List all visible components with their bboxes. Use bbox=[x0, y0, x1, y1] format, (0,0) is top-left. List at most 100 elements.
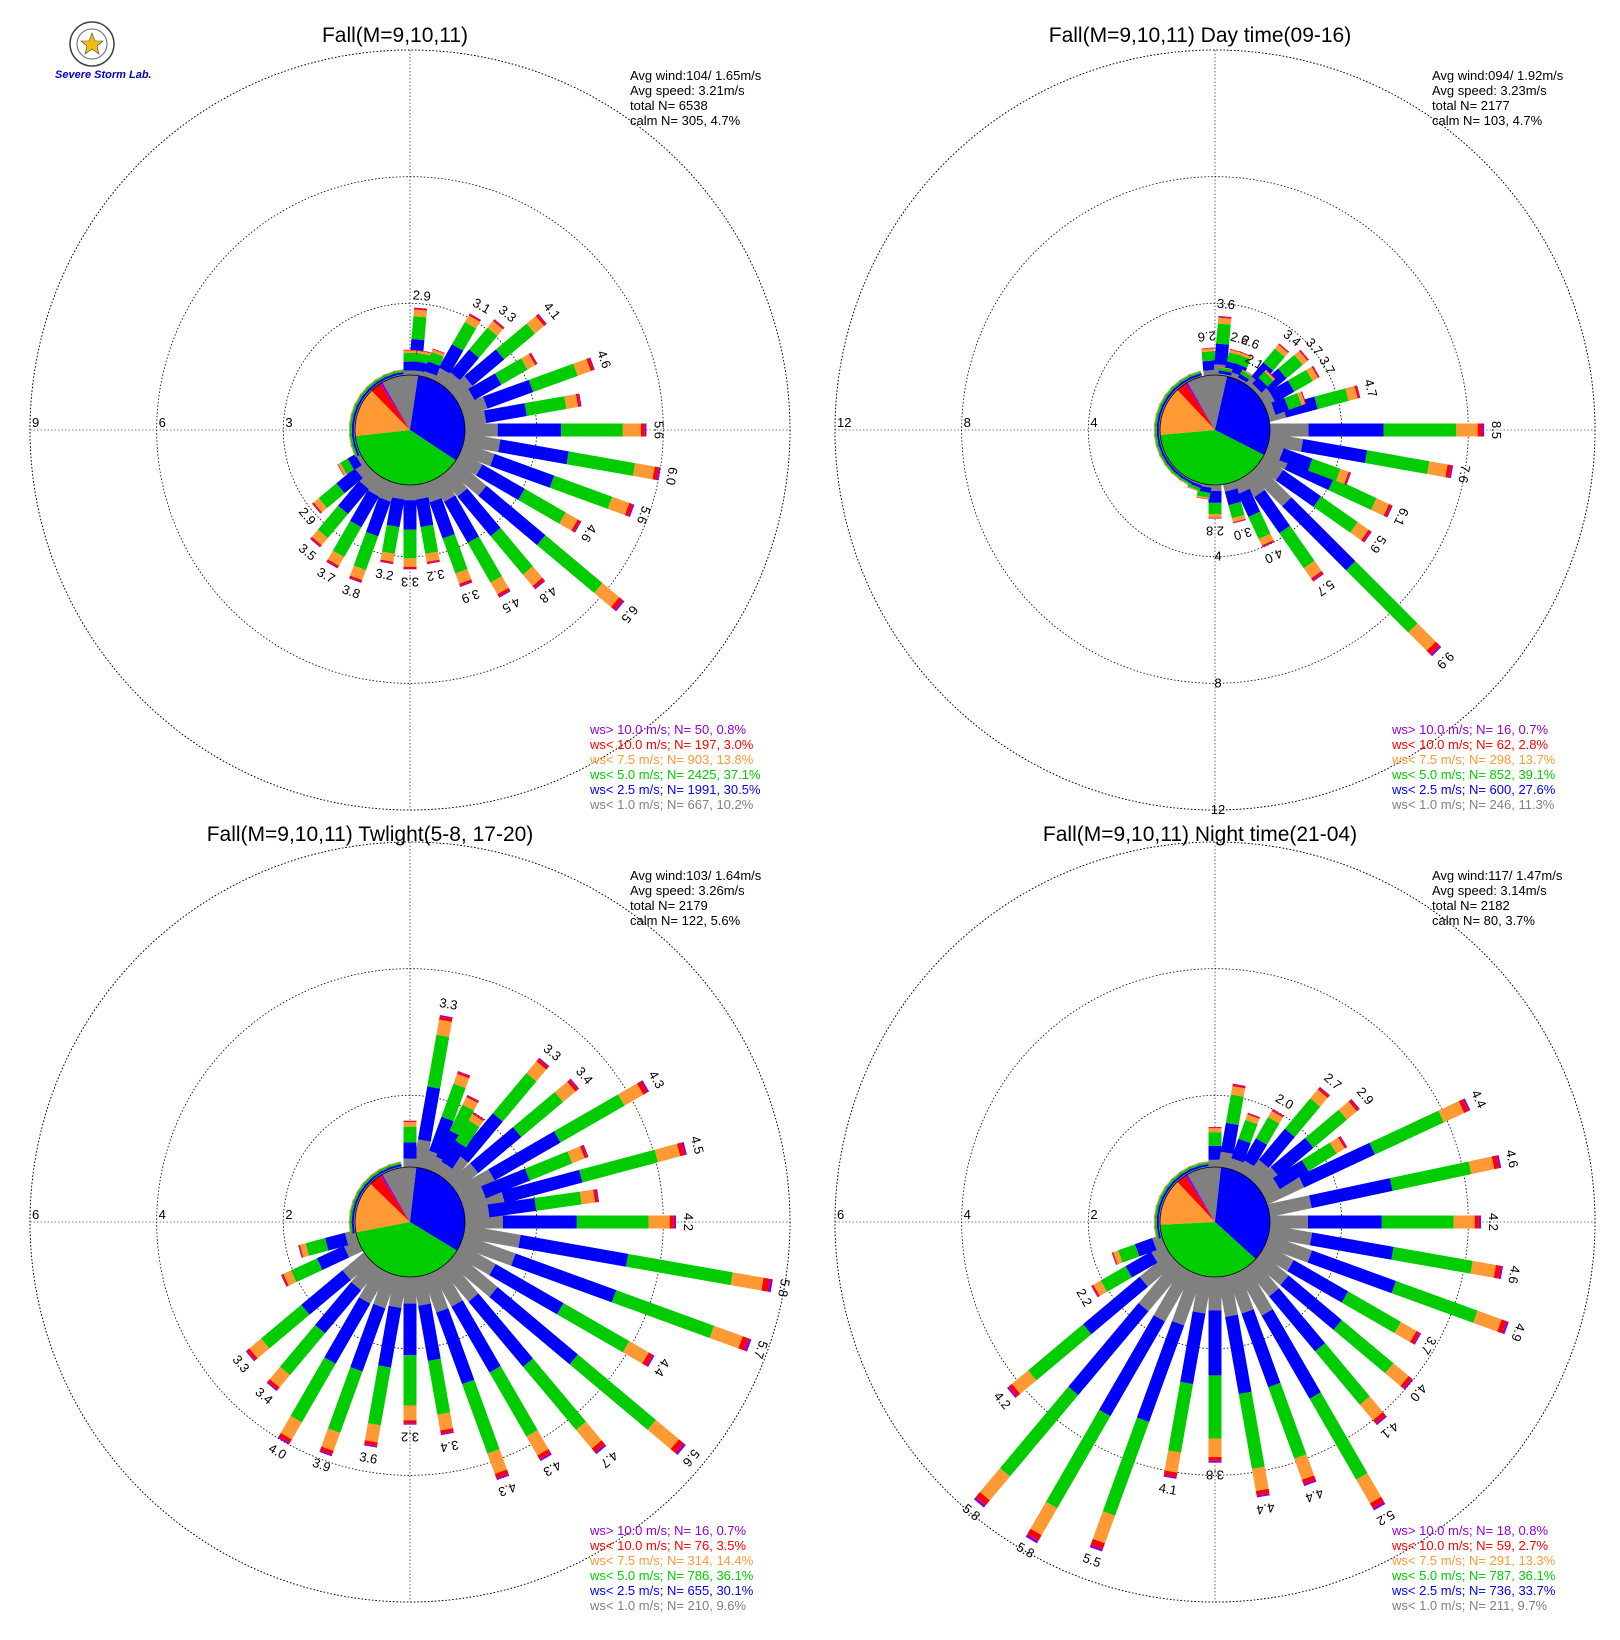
bar-label: 4.3 bbox=[541, 1458, 564, 1480]
bar-segment bbox=[607, 496, 630, 516]
bar-segment bbox=[1249, 383, 1262, 396]
bar-segment bbox=[429, 1116, 454, 1156]
bar-segment bbox=[312, 502, 322, 514]
bar-segment bbox=[1102, 1417, 1150, 1516]
bar-segment bbox=[321, 1428, 341, 1451]
bar-segment bbox=[465, 423, 498, 437]
bar-segment bbox=[1256, 456, 1284, 481]
sector-bar bbox=[403, 349, 417, 375]
ring-label: 4 bbox=[1090, 415, 1097, 430]
bar-segment bbox=[280, 1325, 326, 1376]
bar-segment bbox=[1180, 1311, 1206, 1385]
bar-segment bbox=[310, 536, 322, 547]
bar-segment bbox=[1091, 1284, 1100, 1297]
legend-entry: ws< 7.5 m/s; N= 903, 13.8% bbox=[589, 752, 754, 767]
bar-segment bbox=[1218, 1275, 1238, 1317]
bar-segment bbox=[378, 1164, 391, 1171]
ring-label: 9 bbox=[32, 415, 39, 430]
bar-segment bbox=[315, 1282, 362, 1334]
bar-segment bbox=[1219, 366, 1233, 370]
center-pie-slice bbox=[1185, 382, 1215, 430]
bar-segment bbox=[1372, 1412, 1386, 1424]
bar-segment bbox=[348, 1220, 351, 1234]
bar-segment bbox=[1188, 370, 1201, 376]
bar-segment bbox=[611, 597, 623, 610]
bar-label: 6.1 bbox=[1391, 506, 1412, 529]
sector-bar bbox=[1268, 1225, 1504, 1279]
bar-segment bbox=[1371, 498, 1390, 516]
bar-segment bbox=[403, 566, 417, 569]
bar-segment bbox=[549, 475, 613, 509]
bar-label: 3.5 bbox=[296, 540, 319, 563]
bar-segment bbox=[1208, 514, 1222, 518]
bar-segment bbox=[449, 1104, 475, 1137]
center-pie-slice bbox=[371, 383, 410, 430]
bar-segment bbox=[622, 423, 642, 437]
bar-segment bbox=[456, 1071, 470, 1079]
stats-line: Avg speed: 3.26m/s bbox=[630, 883, 745, 898]
bar-segment bbox=[654, 1143, 681, 1163]
bar-segment bbox=[468, 1114, 484, 1128]
bar-segment bbox=[1262, 541, 1275, 548]
bar-label: 4.1 bbox=[1158, 1480, 1178, 1498]
bar-segment bbox=[1155, 1195, 1161, 1208]
bar-segment bbox=[1426, 641, 1440, 655]
sector-bar bbox=[403, 485, 417, 570]
bar-segment bbox=[644, 423, 647, 437]
bar-segment bbox=[1255, 1488, 1270, 1496]
bar-segment bbox=[280, 1274, 288, 1287]
bar-segment bbox=[1345, 385, 1358, 401]
bar-segment bbox=[1178, 373, 1191, 381]
bar-segment bbox=[349, 575, 363, 583]
bar-segment bbox=[455, 569, 472, 584]
bar-segment bbox=[447, 460, 487, 496]
bar-segment bbox=[1232, 518, 1246, 524]
bar-label: 3.4 bbox=[252, 1384, 275, 1407]
bar-segment bbox=[439, 1015, 453, 1019]
bar-segment bbox=[1218, 370, 1232, 376]
sector-bar bbox=[973, 1259, 1185, 1508]
bar-segment bbox=[1258, 1178, 1280, 1199]
bar-segment bbox=[393, 371, 407, 376]
bar-segment bbox=[1187, 487, 1200, 492]
bar-segment bbox=[1315, 1343, 1370, 1405]
bar-segment bbox=[626, 1253, 733, 1286]
bar-segment bbox=[1153, 1226, 1157, 1239]
bar-segment bbox=[1356, 1473, 1382, 1504]
bar-label: 4.3 bbox=[496, 1480, 518, 1500]
bar-segment bbox=[269, 1366, 290, 1388]
bar-segment bbox=[311, 529, 328, 546]
bar-segment bbox=[1163, 1474, 1177, 1479]
bar-segment bbox=[351, 403, 358, 417]
bar-segment bbox=[301, 1270, 351, 1315]
bar-segment bbox=[1153, 434, 1157, 447]
bar-segment bbox=[349, 1199, 353, 1213]
bar-segment bbox=[1218, 373, 1232, 377]
bar-segment bbox=[1178, 478, 1191, 486]
bar-label: 4.1 bbox=[541, 299, 564, 322]
bar-segment bbox=[403, 1122, 417, 1127]
bar-segment bbox=[1403, 1378, 1414, 1390]
ring-label: 4 bbox=[159, 1207, 166, 1222]
center-pie-slice bbox=[380, 382, 410, 430]
bar-segment bbox=[413, 1275, 431, 1306]
bar-segment bbox=[1158, 1185, 1166, 1198]
legend-entry: ws< 10.0 m/s; N= 62, 2.8% bbox=[1391, 737, 1549, 752]
legend-entry: ws< 10.0 m/s; N= 197, 3.0% bbox=[589, 737, 754, 752]
bar-segment bbox=[467, 1094, 480, 1102]
bar-segment bbox=[675, 1443, 686, 1455]
bar-segment bbox=[1264, 442, 1284, 461]
sector-bar bbox=[277, 1266, 389, 1445]
sector-bar bbox=[440, 1057, 550, 1185]
bar-segment bbox=[1154, 413, 1159, 427]
bar-segment bbox=[466, 1095, 479, 1104]
bar-segment bbox=[426, 559, 440, 564]
bar-segment bbox=[316, 1245, 350, 1271]
bar-segment bbox=[497, 587, 510, 597]
bar-segment bbox=[393, 369, 407, 374]
bar-segment bbox=[1251, 1466, 1269, 1491]
bar-segment bbox=[1216, 323, 1231, 345]
bar-segment bbox=[424, 361, 441, 376]
sector-bar bbox=[1208, 1277, 1222, 1463]
bar-segment bbox=[569, 1078, 580, 1090]
